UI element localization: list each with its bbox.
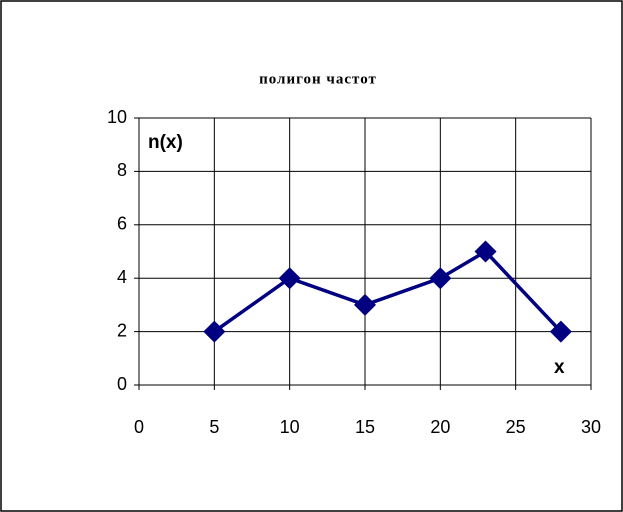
data-point <box>354 293 376 316</box>
data-point <box>549 320 572 343</box>
y-tick-label: 6 <box>117 214 127 234</box>
chart-title: полигон частот <box>259 71 377 87</box>
y-tick-label: 2 <box>117 320 127 340</box>
data-line <box>213 249 563 334</box>
y-tick-label: 4 <box>117 267 127 287</box>
data-point <box>278 267 301 290</box>
x-axis-label: x <box>554 357 565 378</box>
data-point <box>429 267 452 290</box>
y-tick-label: 0 <box>117 374 127 394</box>
y-tick-label: 8 <box>117 160 127 180</box>
y-axis-label: n(x) <box>148 132 183 153</box>
x-tick-label: 20 <box>430 417 450 437</box>
data-point <box>474 240 497 263</box>
x-tick-label: 25 <box>506 417 526 437</box>
x-tick-label: 0 <box>134 417 144 437</box>
x-tick-label: 30 <box>581 417 601 437</box>
x-tick-label: 10 <box>280 417 300 437</box>
y-tick-label: 10 <box>107 107 127 127</box>
x-tick-label: 15 <box>355 417 375 437</box>
data-point <box>203 320 226 343</box>
x-tick-label: 5 <box>209 417 219 437</box>
